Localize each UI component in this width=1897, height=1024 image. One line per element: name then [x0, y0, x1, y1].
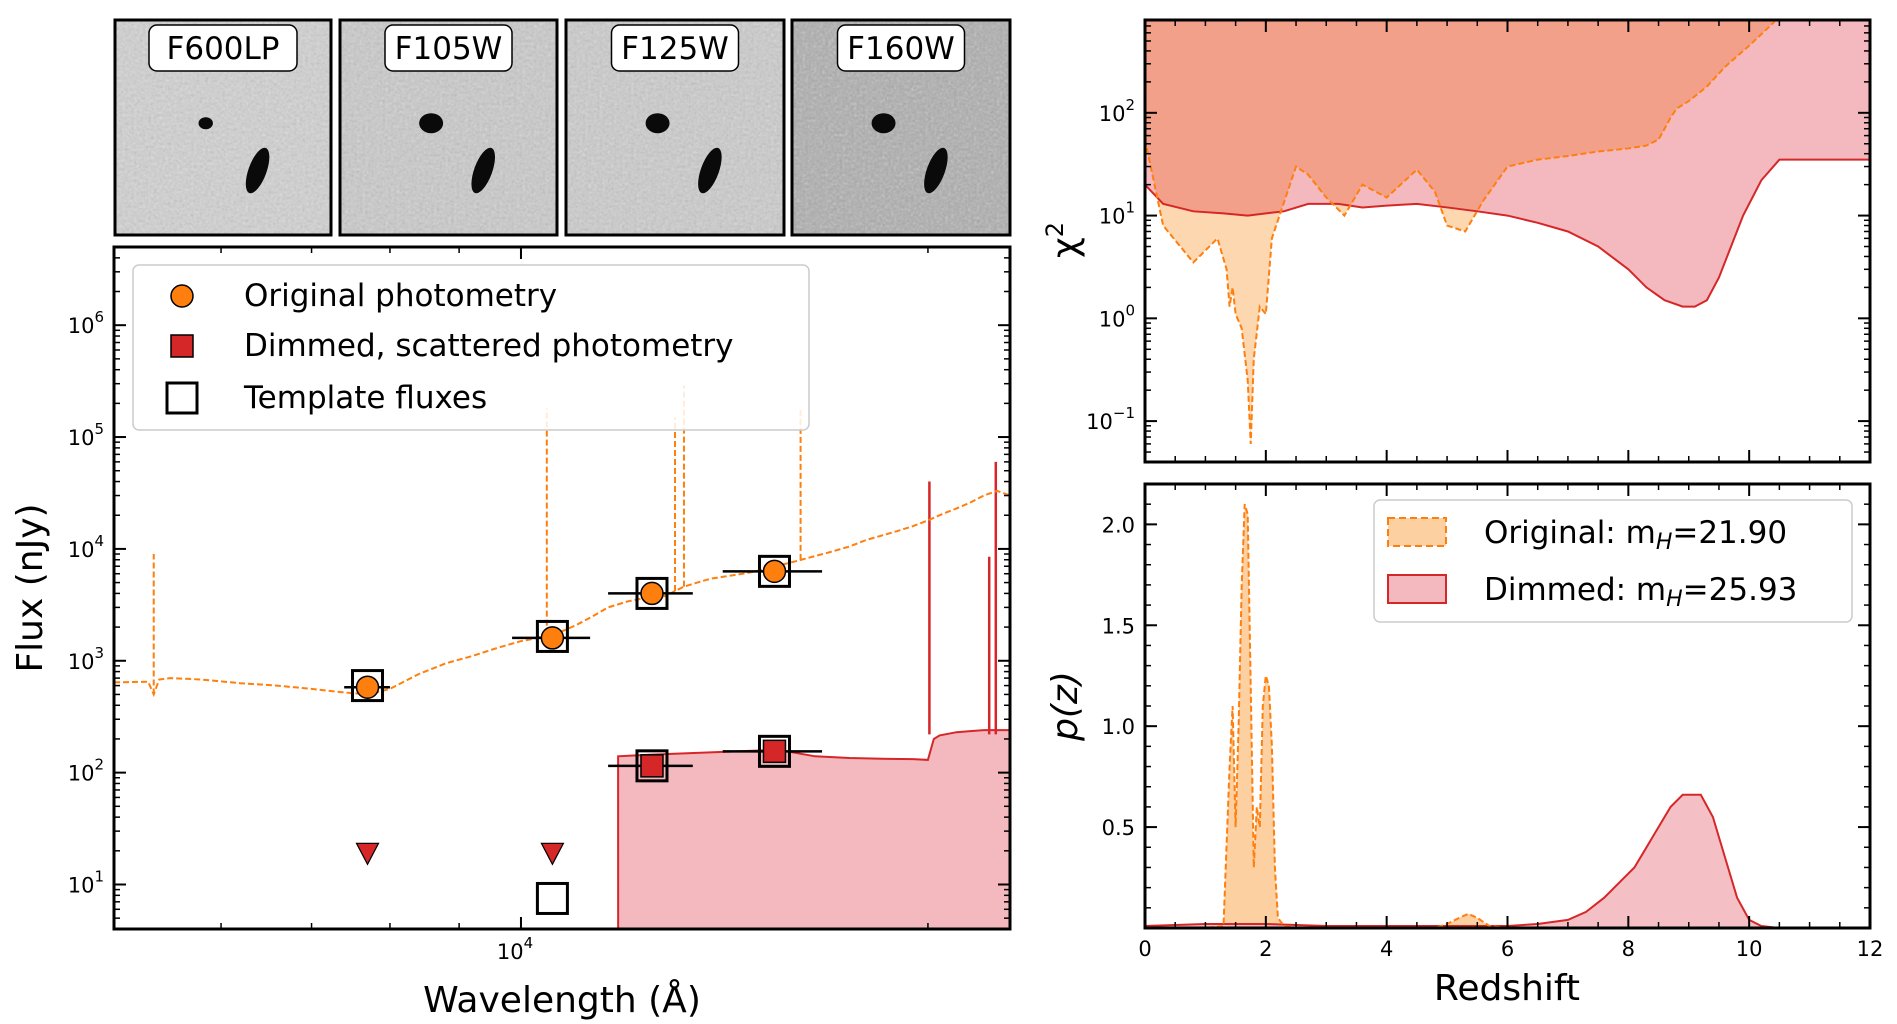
legend-pz-dimmed-label: Dimmed: mH=25.93: [1484, 572, 1797, 612]
original-photometry-point: [640, 581, 664, 606]
legend-pz-dimmed-swatch: [1387, 574, 1447, 604]
thumbnail-f160w: F160W: [790, 18, 1012, 237]
filter-label: F600LP: [167, 31, 280, 67]
legend-original-label: Original photometry: [244, 278, 557, 314]
filter-label-box: [610, 24, 740, 72]
chi2-original-line: [1145, 20, 1777, 444]
pz-ytick-label: 2.0: [1102, 513, 1135, 537]
pz-ytick-label: 0.5: [1102, 816, 1135, 840]
sed-ytick-label: 105: [68, 420, 104, 450]
legend-template-marker: [165, 381, 199, 415]
legend-original-marker: [170, 284, 194, 308]
chi2-ylabel: χ2: [1041, 222, 1086, 258]
pz-ytick-label: 1.0: [1102, 715, 1135, 739]
template-flux-marker: [535, 881, 569, 915]
chi2-ytick-label: 102: [1099, 96, 1135, 126]
pz-xlabel: Redshift: [1434, 968, 1580, 1009]
dimmed-template-fill: [618, 730, 1010, 929]
dimmed-photometry-point: [640, 754, 664, 778]
pz-xtick-label: 10: [1736, 937, 1763, 961]
galaxy-blob: [471, 147, 496, 194]
original-photometry-point: [540, 626, 565, 650]
dimmed-upper-limit: [355, 842, 380, 866]
original-template-line: [114, 489, 1010, 698]
legend-dimmed-marker: [170, 334, 194, 358]
pz-xtick-label: 12: [1857, 937, 1884, 961]
filter-label: F160W: [847, 31, 955, 67]
sed-ylabel: Flux (nJy): [10, 503, 51, 672]
pz-xtick-label: 8: [1622, 937, 1635, 961]
thumbnail-f600lp: F600LP: [113, 18, 333, 237]
galaxy-blob: [198, 117, 213, 130]
sed-xlabel: Wavelength (Å): [423, 978, 701, 1021]
chi2-overlap-fill: [1145, 20, 1870, 307]
chi2-ytick-label: 10−1: [1086, 404, 1135, 434]
template-flux-marker: [535, 619, 569, 653]
legend-dimmed-label: Dimmed, scattered photometry: [244, 328, 734, 364]
original-photometry-point: [355, 675, 380, 699]
sed-ytick-label: 102: [68, 756, 104, 786]
legend-template-label: Template fluxes: [243, 380, 487, 416]
pz-xtick-label: 4: [1380, 937, 1393, 961]
pz-original-line: [1145, 503, 1870, 928]
galaxy-blob: [419, 113, 444, 134]
pz-dimmed-fill: [1145, 794, 1870, 928]
pz-panel: 0.5 1.0 1.5 2.0 0 2 4 6 8 10 12 p(z) Redshift Orig…: [1045, 482, 1884, 1009]
filter-label-box: [148, 24, 298, 72]
filter-label: F105W: [395, 31, 503, 67]
sed-ytick-label: 104: [68, 532, 104, 562]
pz-ylabel: p(z): [1045, 671, 1086, 742]
sed-ytick-label: 106: [68, 308, 104, 338]
sed-frame: [112, 245, 1012, 931]
chi2-ytick-label: 100: [1099, 301, 1135, 331]
original-photometry-point: [762, 559, 787, 584]
sed-legend: Original photometry Dimmed, scattered ph…: [132, 264, 810, 431]
pz-ytick-label: 1.5: [1102, 614, 1135, 638]
galaxy-blob: [698, 147, 722, 194]
filter-label: F125W: [621, 31, 729, 67]
legend-pz-original-swatch: [1387, 517, 1447, 547]
galaxy-blob: [924, 147, 948, 194]
pz-legend-frame: [1373, 499, 1853, 623]
galaxy-blob: [245, 147, 270, 194]
filter-thumbnails: F600LP F105W F125W F160W: [113, 18, 1012, 237]
dimmed-upper-limit: [540, 842, 565, 866]
galaxy-blob: [871, 113, 896, 134]
pz-xtick-label: 0: [1138, 937, 1151, 961]
thumbnail-f125w: F125W: [564, 18, 786, 237]
pz-xtick-label: 2: [1259, 937, 1272, 961]
template-flux-marker: [351, 669, 385, 703]
galaxy-blob: [645, 113, 670, 134]
legend-pz-original-label: Original: mH=21.90: [1484, 515, 1787, 555]
thumbnail-f105w: F105W: [338, 18, 559, 237]
pz-legend: Original: mH=21.90 Dimmed: mH=25.93: [1373, 499, 1853, 623]
sed-panel: 101 102 103 104 105 106 104 Flux (nJy) Wavelen…: [10, 245, 1012, 1021]
sed-ytick-label: 103: [68, 644, 104, 674]
sed-xtick-label: 104: [497, 934, 533, 964]
sed-ytick-label: 101: [68, 867, 104, 897]
pz-xtick-label: 6: [1501, 937, 1514, 961]
chi2-ytick-label: 101: [1099, 199, 1135, 229]
filter-label-box: [384, 24, 513, 72]
dimmed-template-line: [617, 729, 1010, 929]
sed-legend-frame: [132, 264, 810, 431]
chi2-dimmed-line: [1145, 158, 1870, 308]
chi2-panel: 10−1 100 101 102 χ2: [1041, 18, 1872, 464]
dimmed-photometry-point: [762, 739, 787, 764]
filter-label-box: [836, 24, 966, 72]
